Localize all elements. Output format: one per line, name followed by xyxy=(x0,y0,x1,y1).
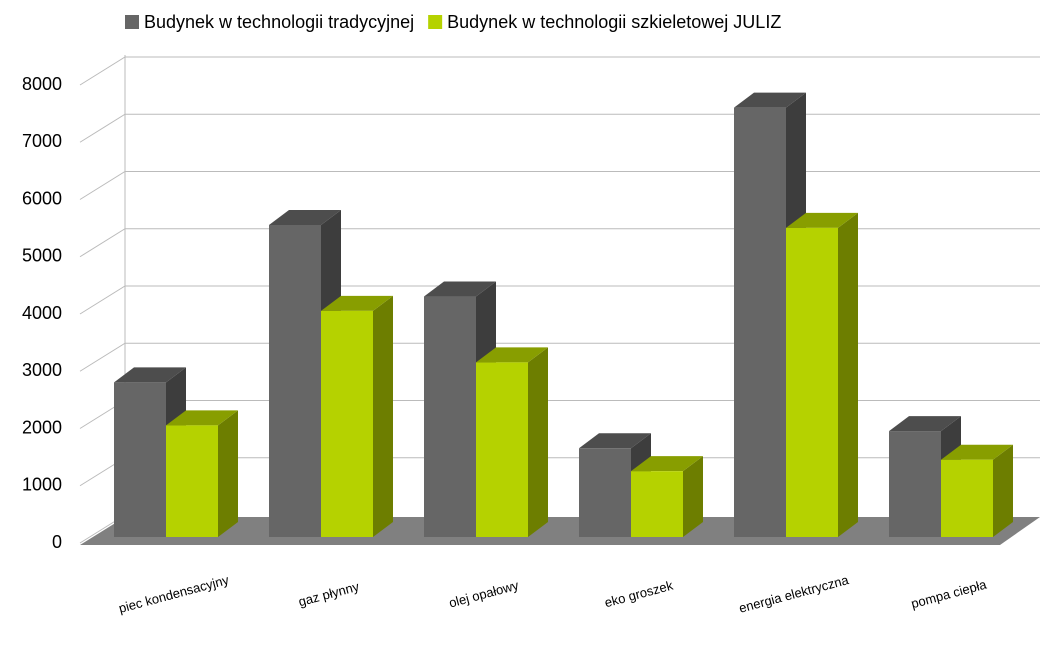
bar-side xyxy=(683,456,703,537)
bar xyxy=(631,456,703,537)
grid-line xyxy=(79,171,1040,200)
legend-swatch xyxy=(125,15,139,29)
grid-line xyxy=(79,113,1040,143)
bar-top xyxy=(631,456,703,472)
bar-front xyxy=(114,382,166,537)
grid-line xyxy=(79,228,1040,258)
bar-front xyxy=(166,425,218,537)
x-tick-label: gaz płynny xyxy=(297,579,361,610)
bar-side xyxy=(838,212,858,537)
bar-side xyxy=(218,410,238,537)
bar-side xyxy=(373,295,393,537)
y-tick-label: 5000 xyxy=(22,246,62,266)
bar-front xyxy=(734,107,786,537)
legend-label: Budynek w technologii tradycyjnej xyxy=(144,12,414,32)
bar-front xyxy=(941,459,993,537)
x-tick-label: pompa ciepła xyxy=(909,577,988,612)
legend-swatch xyxy=(428,15,443,29)
bar-front xyxy=(631,471,683,537)
x-tick-label: eko groszek xyxy=(603,578,675,611)
bar-front xyxy=(786,227,838,537)
grid-line xyxy=(79,285,1040,315)
bar-top xyxy=(786,212,858,228)
grid-line xyxy=(79,342,1040,372)
bar-top xyxy=(476,347,548,363)
bar-top xyxy=(424,281,496,297)
bar xyxy=(166,410,238,537)
bar xyxy=(941,444,1013,537)
bar-front xyxy=(476,362,528,537)
y-tick-label: 4000 xyxy=(22,303,62,323)
bar xyxy=(476,347,548,537)
bar-top xyxy=(579,433,651,449)
bar-front xyxy=(579,448,631,537)
y-tick-label: 0 xyxy=(52,532,62,552)
bar-side xyxy=(993,444,1013,537)
x-tick-label: energia elektryczna xyxy=(737,572,851,616)
grid-line xyxy=(79,56,1040,86)
bar-top xyxy=(166,410,238,426)
y-tick-label: 1000 xyxy=(22,475,62,495)
bar-top xyxy=(269,209,341,225)
bar-front xyxy=(321,310,373,537)
bar-top xyxy=(114,367,186,383)
bar xyxy=(321,295,393,537)
y-tick-label: 3000 xyxy=(22,360,62,380)
x-tick-label: olej opałowy xyxy=(447,577,520,610)
bar-front xyxy=(424,296,476,537)
bar-top xyxy=(889,416,961,432)
bar xyxy=(114,367,186,537)
bar-top xyxy=(941,444,1013,460)
bar xyxy=(786,212,858,537)
y-tick-label: 6000 xyxy=(22,188,62,208)
bar-side xyxy=(528,347,548,537)
y-tick-label: 7000 xyxy=(22,131,62,151)
y-tick-label: 2000 xyxy=(22,417,62,437)
bar-top xyxy=(734,92,806,108)
x-tick-label: piec kondensacyjny xyxy=(117,572,231,616)
bar-top xyxy=(321,295,393,311)
bar-front xyxy=(889,431,941,537)
legend-label: Budynek w technologii szkieletowej JULIZ xyxy=(447,12,781,32)
bar-front xyxy=(269,224,321,538)
y-tick-label: 8000 xyxy=(22,74,62,94)
